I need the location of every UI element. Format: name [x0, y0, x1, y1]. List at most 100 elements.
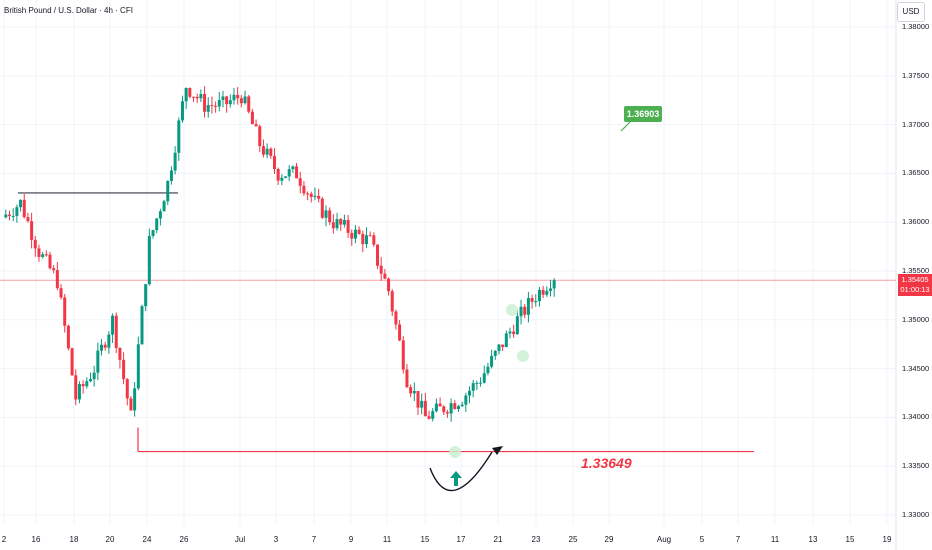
x-tick-label: 20 [105, 535, 115, 544]
support-price-label[interactable]: 1.33649 [581, 455, 632, 471]
candle-up [221, 96, 225, 101]
x-tick-label: 16 [31, 535, 41, 544]
candle-down [66, 325, 70, 349]
x-tick-label: 13 [808, 535, 818, 544]
candle-down [357, 229, 361, 234]
x-tick-label: 7 [311, 535, 317, 544]
candle-up [468, 390, 472, 396]
candle-up [515, 316, 519, 335]
candle-up [155, 218, 159, 231]
candle-up [548, 288, 552, 291]
candle-up [199, 94, 203, 99]
candle-up [284, 176, 288, 178]
candle-up [497, 344, 501, 351]
candle-down [125, 379, 129, 399]
candle-up [41, 254, 45, 257]
candle-down [302, 185, 306, 194]
y-tick-label: 1.35500 [902, 266, 930, 275]
candle-up [335, 219, 339, 229]
current-price-label: 1.35405 01:00:13 [898, 274, 932, 296]
x-tick-label: Aug [656, 535, 672, 544]
candle-up [493, 350, 497, 356]
candle-up [486, 366, 490, 374]
bar-countdown: 01:00:13 [900, 285, 930, 294]
candle-down [350, 232, 354, 239]
candle-up [456, 406, 460, 409]
candle-up [100, 344, 104, 351]
x-tick-label: 15 [420, 535, 430, 544]
candle-down [239, 98, 243, 104]
candle-up [287, 169, 291, 177]
x-tick-label: 5 [699, 535, 705, 544]
candle-up [280, 177, 284, 181]
y-tick-label: 1.33500 [902, 461, 930, 471]
candle-down [320, 198, 324, 218]
candle-up [552, 280, 556, 289]
candle-down [423, 400, 427, 417]
candle-down [22, 199, 26, 218]
candle-down [247, 96, 251, 112]
target-price-label[interactable]: 1.36903 [624, 106, 662, 122]
candle-down [409, 387, 413, 394]
candle-up [144, 284, 148, 307]
candle-down [317, 195, 321, 199]
candle-up [19, 199, 23, 208]
candle-down [328, 210, 332, 223]
candle-down [63, 297, 67, 326]
candle-down [501, 344, 505, 348]
candle-up [537, 289, 541, 302]
candle-up [217, 100, 221, 107]
candle-down [8, 214, 12, 216]
candle-down [445, 412, 449, 414]
candle-up [434, 403, 438, 412]
x-tick-label: 26 [179, 535, 189, 544]
x-tick-label: 15 [845, 535, 855, 544]
candle-down [523, 306, 527, 315]
candle-down [298, 178, 302, 186]
candle-down [261, 146, 265, 155]
candle-down [394, 311, 398, 325]
y-tick-label: 1.38000 [902, 22, 930, 31]
candle-down [236, 94, 240, 99]
y-tick-label: 1.37000 [902, 119, 930, 129]
candle-down [203, 94, 207, 112]
candle-down [368, 235, 372, 237]
candle-up [228, 100, 232, 105]
marker-circle [506, 304, 518, 316]
x-tick-label: 2 [1, 535, 7, 544]
x-tick-label: 7 [735, 535, 741, 544]
candle-up [291, 166, 295, 170]
candle-up [482, 373, 486, 383]
candle-up [232, 94, 236, 101]
candle-up [545, 290, 549, 295]
candle-up [471, 383, 475, 391]
candle-down [59, 288, 63, 298]
candle-up [11, 215, 15, 217]
candle-up [162, 201, 166, 212]
candle-up [177, 120, 181, 153]
candle-down [405, 369, 409, 388]
candle-down [30, 221, 34, 240]
candle-up [460, 404, 464, 407]
candle-up [169, 170, 173, 181]
candle-down [272, 155, 276, 169]
x-tick-label: 11 [382, 535, 392, 544]
marker-circle [449, 446, 461, 458]
x-tick-label: Jul [234, 535, 246, 544]
current-price-value: 1.35405 [901, 275, 929, 284]
y-tick-label: 1.34000 [902, 412, 930, 422]
candle-up [324, 210, 328, 218]
candle-down [438, 403, 442, 407]
candle-down [453, 403, 457, 409]
candle-up [111, 315, 115, 335]
candle-down [210, 105, 214, 107]
currency-button[interactable]: USD [897, 2, 925, 22]
candle-down [48, 254, 52, 269]
candle-down [442, 406, 446, 413]
candle-down [129, 398, 133, 411]
y-tick-label: 1.36500 [902, 168, 930, 178]
symbol-title[interactable]: British Pound / U.S. Dollar · 4h · CFI [4, 6, 133, 15]
candle-down [55, 270, 59, 289]
